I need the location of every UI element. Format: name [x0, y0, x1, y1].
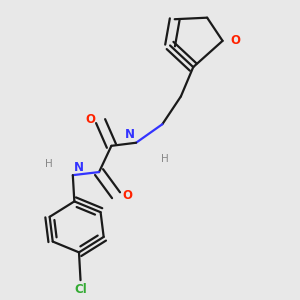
- Text: N: N: [74, 160, 84, 174]
- Text: H: H: [161, 154, 169, 164]
- Text: H: H: [45, 159, 53, 170]
- Text: O: O: [85, 113, 95, 126]
- Text: O: O: [230, 34, 240, 47]
- Text: Cl: Cl: [74, 283, 87, 296]
- Text: N: N: [124, 128, 135, 141]
- Text: O: O: [123, 189, 133, 202]
